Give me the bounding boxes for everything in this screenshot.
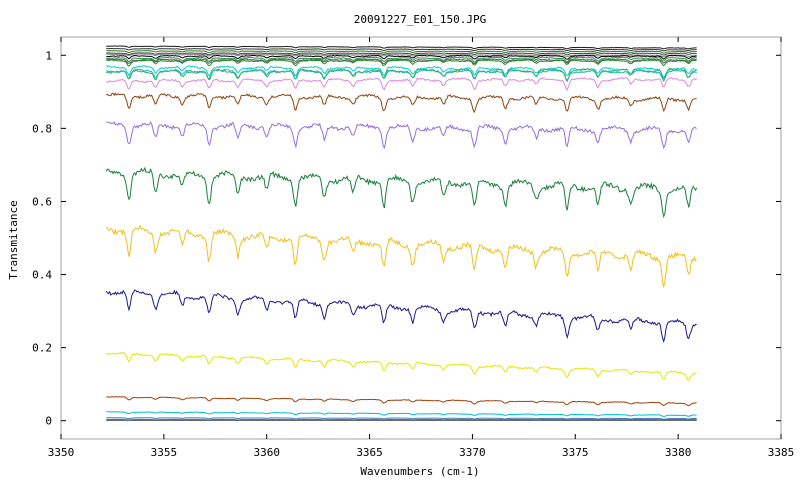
x-axis-label: Wavenumbers (cm-1) [360,465,479,478]
x-tick-label: 3365 [356,446,383,459]
y-tick-label: 0.4 [32,269,52,282]
y-tick-label: 1 [45,49,52,62]
series-line [106,52,697,56]
x-tick-label: 3380 [665,446,692,459]
y-tick-label: 0 [45,415,52,428]
x-tick-label: 3350 [48,446,75,459]
y-tick-label: 0.2 [32,342,52,355]
series-line [106,417,697,420]
series-line [106,120,697,150]
series-line [106,50,697,54]
series-line [106,396,697,407]
axis-layer: 3350 3355 3360 3365 3370 3375 3380 3385 0 0.2 0.4 0… [32,37,794,459]
y-tick-label: 0.8 [32,122,52,135]
series-line [106,47,697,52]
series-line [106,65,697,79]
series-line [105,166,698,219]
series-line [105,289,697,344]
series-line [106,351,697,381]
series-line [106,76,698,91]
y-tick-label: 0.6 [32,195,52,208]
series-line [106,58,697,65]
series-line [106,53,697,58]
x-tick-label: 3355 [151,446,178,459]
series-line [106,54,697,60]
x-tick-label: 3360 [253,446,280,459]
series-line [106,67,697,83]
series-line [106,56,697,63]
series-line [106,224,697,289]
series-line [106,411,697,418]
y-axis-label: Transmitance [7,200,20,279]
chart-title: 20091227_E01_150.JPG [354,13,486,26]
x-tick-label: 3385 [768,446,795,459]
series-layer [105,45,698,421]
series-line [106,92,697,114]
x-tick-label: 3370 [459,446,486,459]
series-line [106,45,697,50]
x-tick-label: 3375 [562,446,589,459]
series-line [106,59,697,67]
